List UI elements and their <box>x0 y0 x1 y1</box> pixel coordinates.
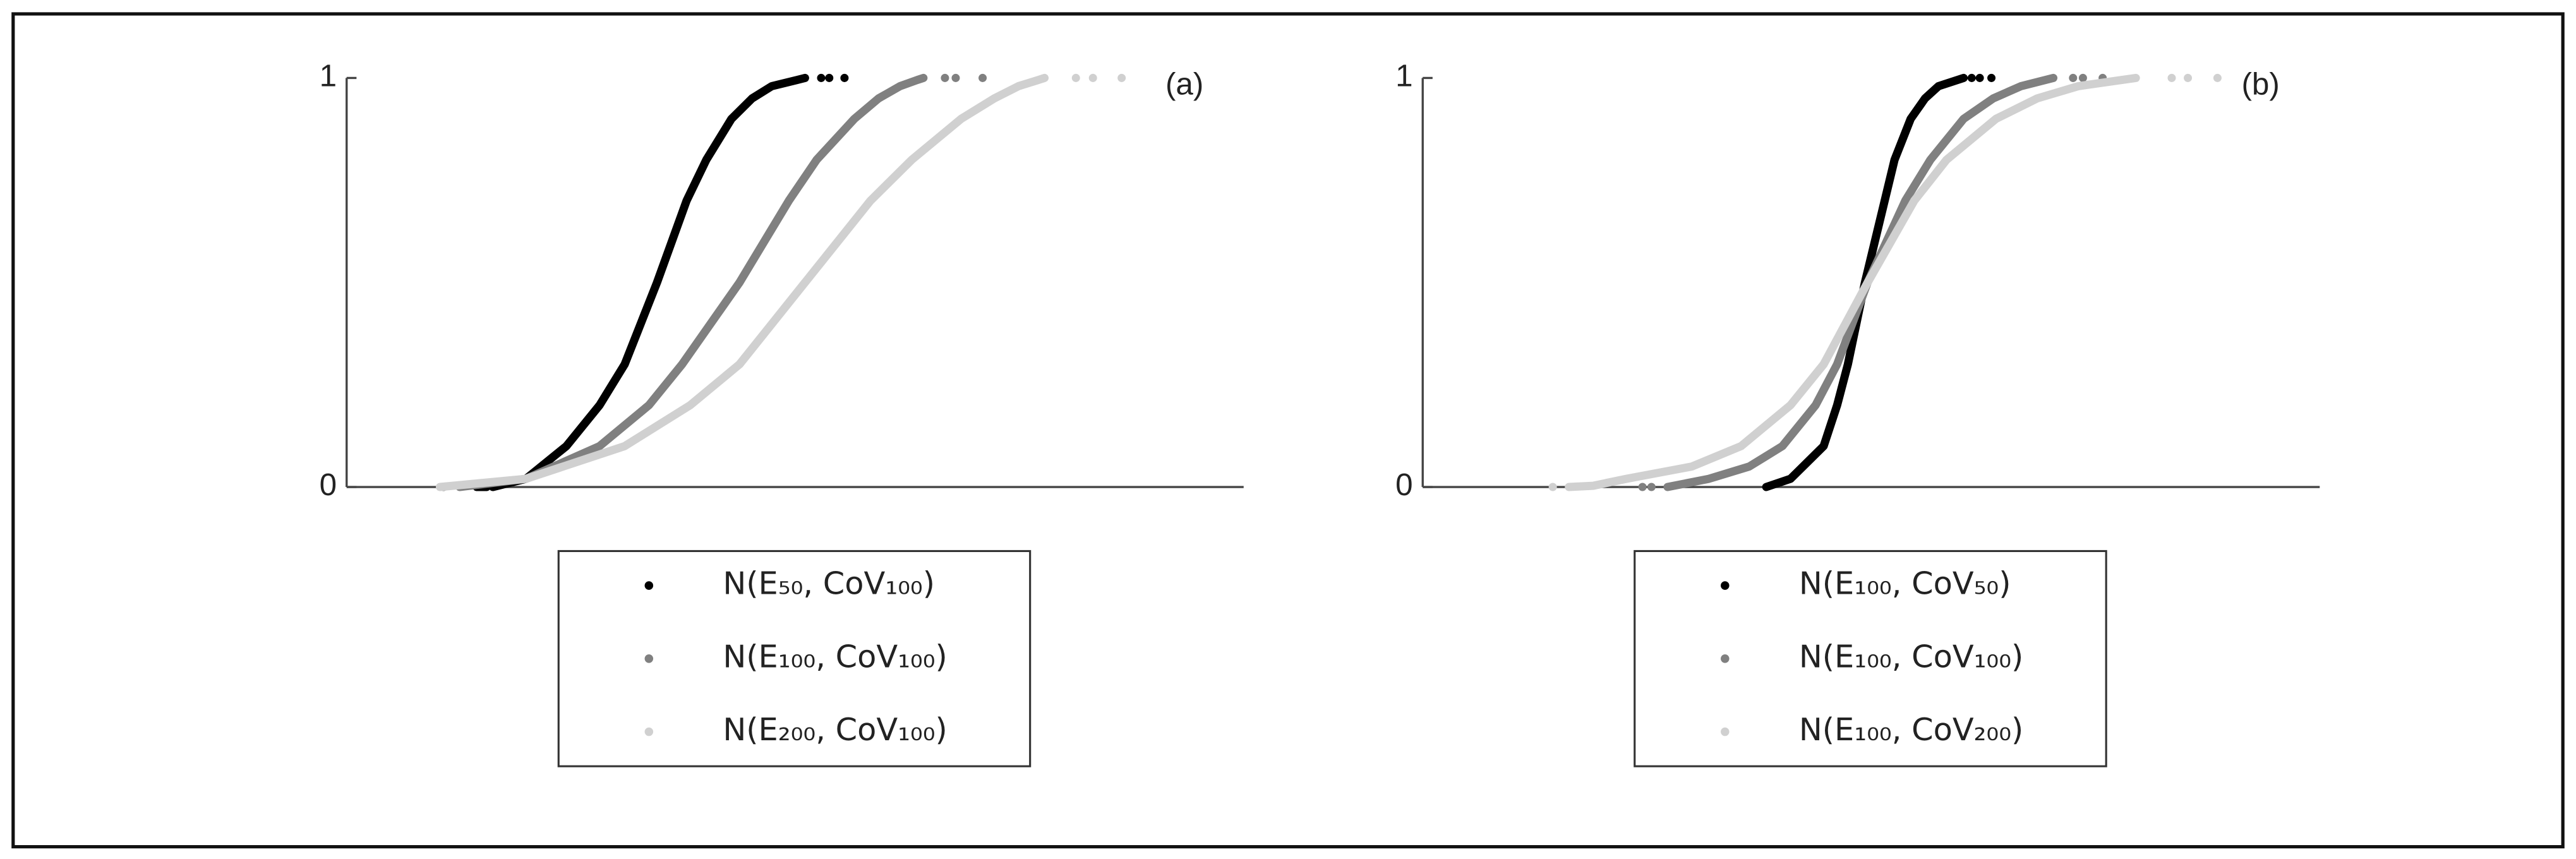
legend-label: N(E₁₀₀, CoV₅₀) <box>1799 565 2011 602</box>
legend-box <box>1634 550 2107 767</box>
legend-label: N(E₂₀₀, CoV₁₀₀) <box>723 711 948 748</box>
legend-box <box>557 550 1032 767</box>
data-curve <box>435 73 1126 491</box>
panel-label: (b) <box>2241 66 2279 101</box>
legend-label: N(E₁₀₀, CoV₂₀₀) <box>1799 711 2024 748</box>
legend-marker <box>1721 727 1730 736</box>
y-tick-label: 0 <box>320 467 337 502</box>
legend-marker <box>644 727 654 736</box>
legend-marker <box>644 654 654 663</box>
y-tick-label: 1 <box>1395 58 1412 93</box>
legend-marker <box>1721 581 1730 590</box>
y-tick-label: 1 <box>320 58 337 93</box>
panel-label: (a) <box>1165 66 1203 101</box>
legend-marker <box>644 581 654 590</box>
data-curve <box>1638 73 2107 491</box>
legend-marker <box>1721 654 1730 663</box>
data-curve <box>1548 73 2222 491</box>
legend-label: N(E₁₀₀, CoV₁₀₀) <box>1799 638 2024 675</box>
y-tick-label: 0 <box>1395 467 1412 502</box>
legend-label: N(E₁₀₀, CoV₁₀₀) <box>723 638 948 675</box>
frame <box>11 12 2565 849</box>
legend-label: N(E₅₀, CoV₁₀₀) <box>723 565 935 602</box>
